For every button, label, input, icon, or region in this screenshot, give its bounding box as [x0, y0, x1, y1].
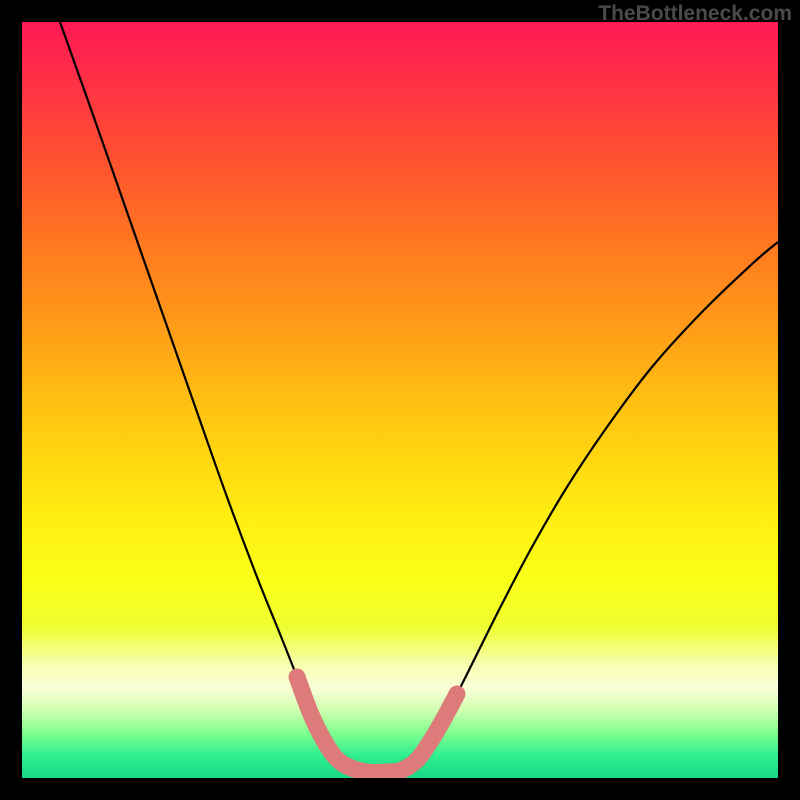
bottleneck-curve: [60, 22, 778, 772]
chart-container: TheBottleneck.com: [0, 0, 800, 800]
watermark-text: TheBottleneck.com: [598, 2, 792, 26]
plot-area: [22, 22, 778, 778]
optimal-highlight: [297, 677, 457, 772]
curve-layer: [22, 22, 778, 778]
